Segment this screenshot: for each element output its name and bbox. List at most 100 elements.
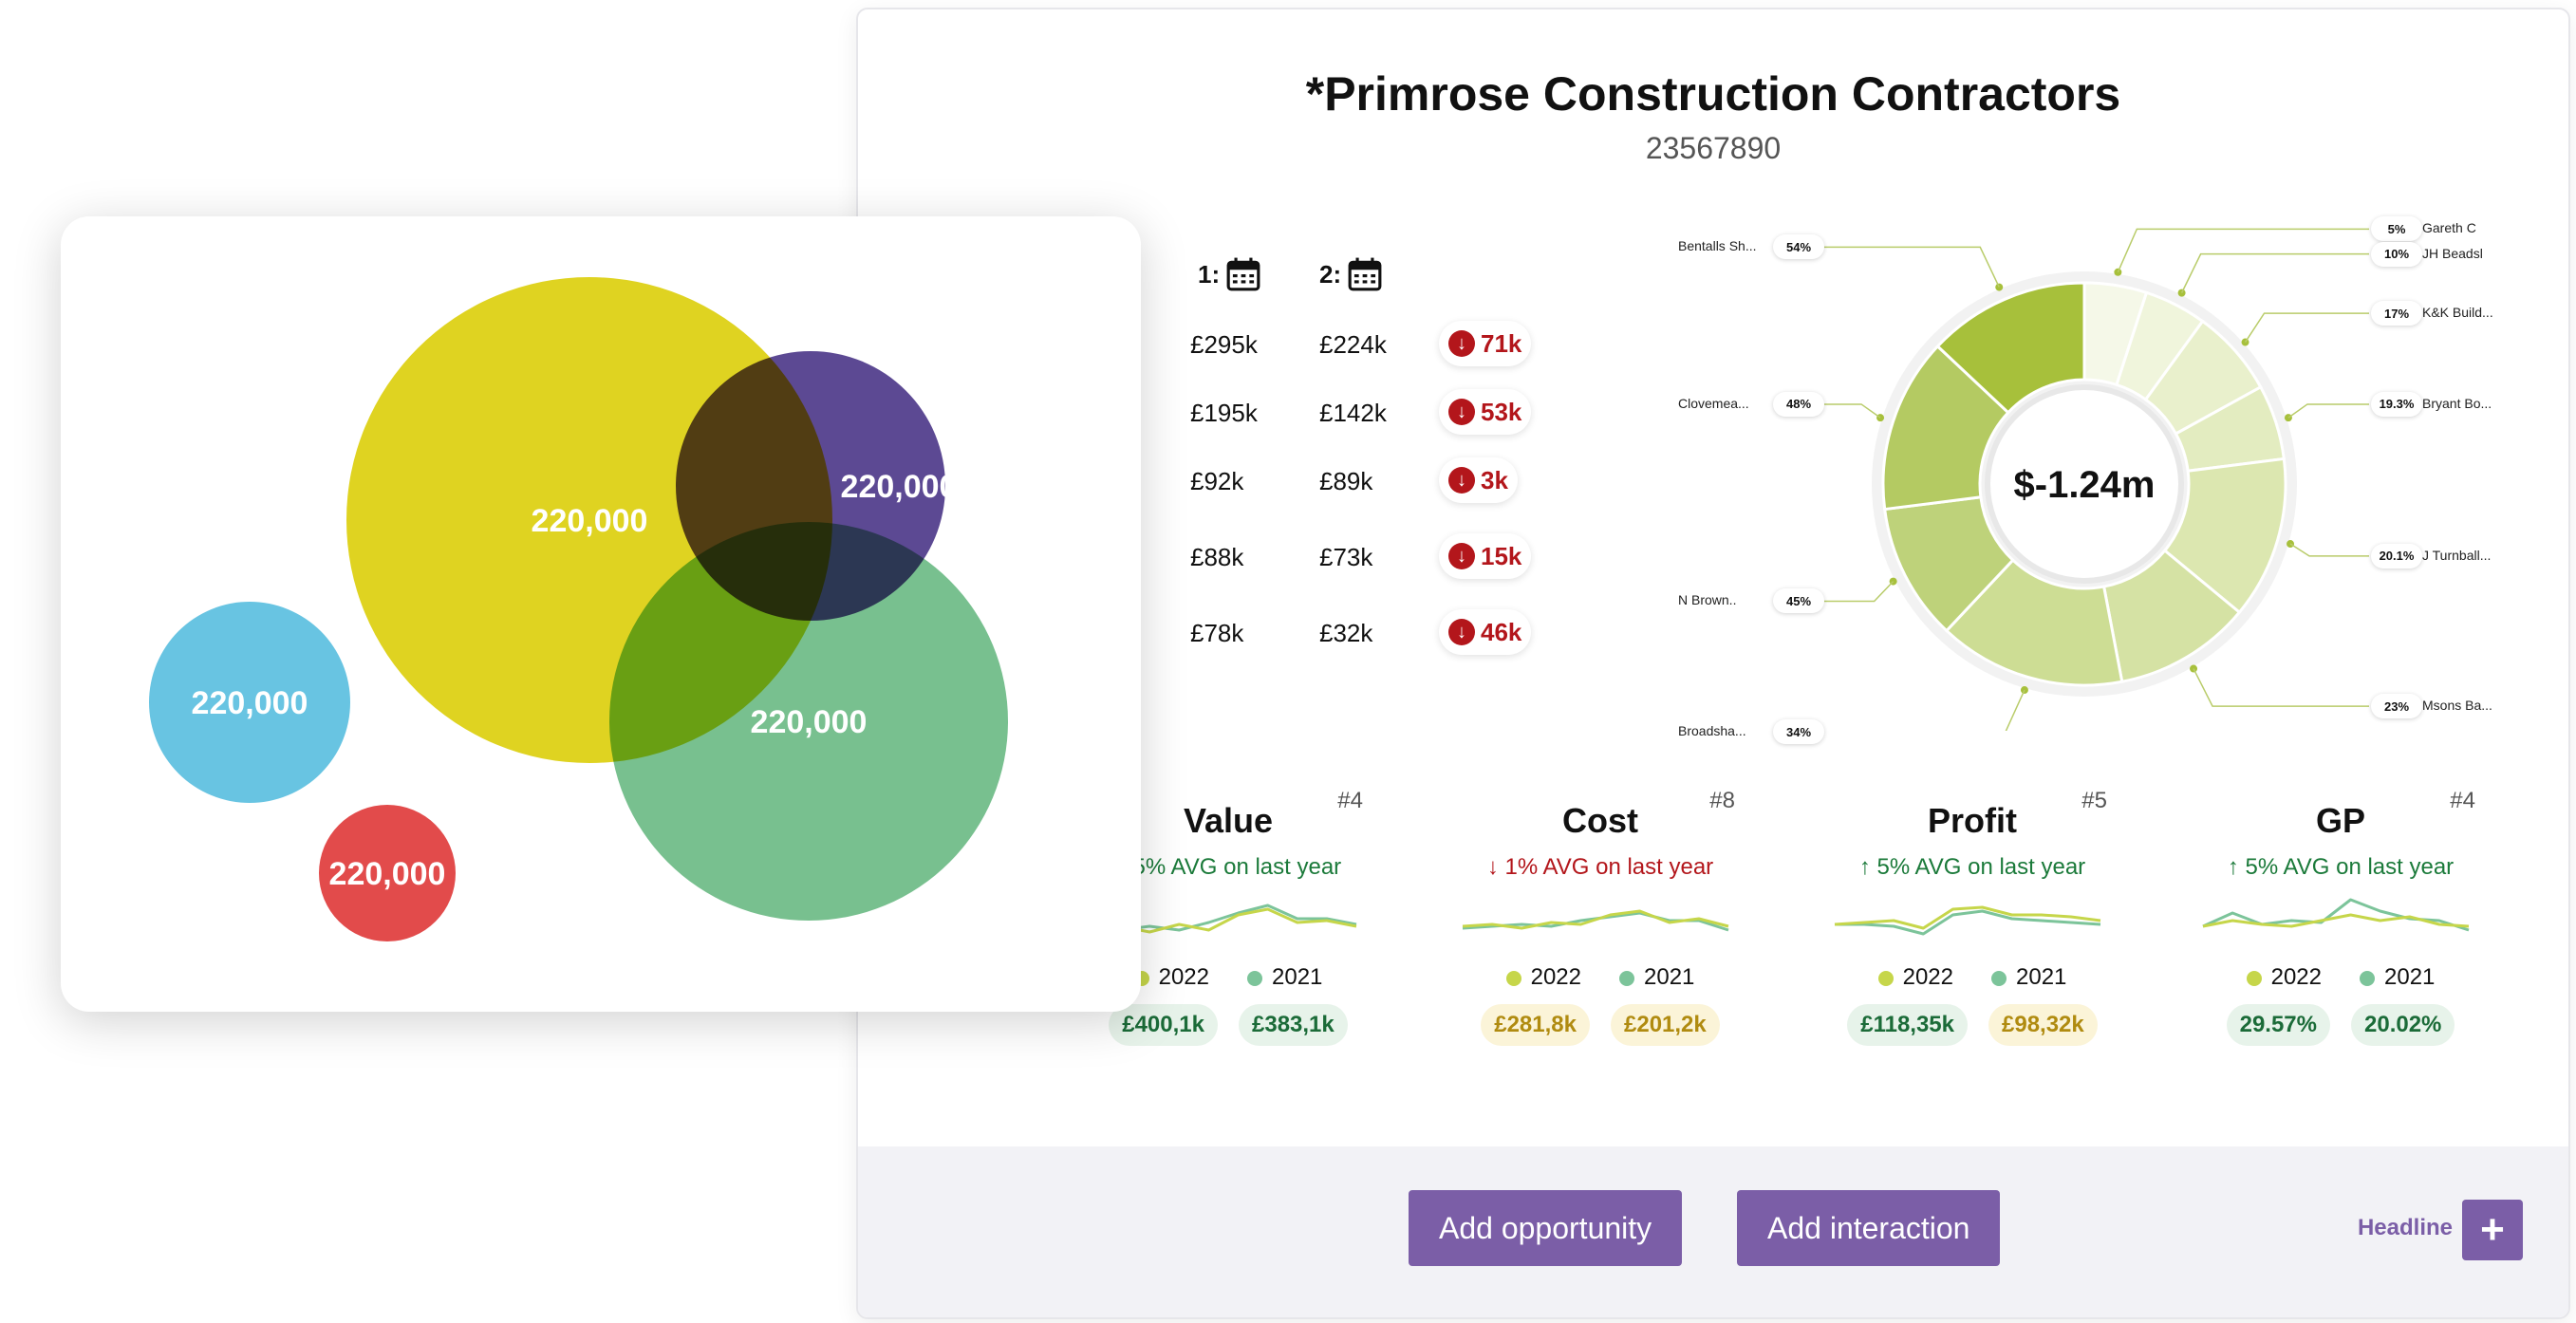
bubble-group xyxy=(149,277,1008,941)
legend-dot-2021 xyxy=(1247,970,1262,986)
period-2-value: £89k xyxy=(1319,467,1373,495)
add-opportunity-button[interactable]: Add opportunity xyxy=(1409,1190,1683,1266)
segment-label: N Brown.. xyxy=(1678,592,1737,608)
segment-label: Msons Ba... xyxy=(2422,698,2492,714)
sparkline-2021 xyxy=(1462,911,1729,932)
metric-legend: 2022 2021 xyxy=(1439,964,1762,991)
leader-dot xyxy=(2177,289,2186,297)
sparkline-2021 xyxy=(1835,909,2101,936)
value-2022: £400,1k xyxy=(1109,1004,1218,1046)
metric-trend: ↓ 1% AVG on last year xyxy=(1486,854,1714,880)
segment-label: Broadsha... xyxy=(1678,723,1746,739)
leader-line xyxy=(2244,312,2369,343)
period-1-value: £295k xyxy=(1190,330,1258,359)
segment-label: Clovemea... xyxy=(1678,395,1749,411)
sparkline-2022 xyxy=(1834,905,2101,930)
segment-label: K&K Build... xyxy=(2422,305,2493,321)
segment-percent: 19.3% xyxy=(2371,391,2422,417)
segment-percent: 23% xyxy=(2371,694,2422,719)
bubble-chart: 220,000 220,000 220,000 220,000 220,000 xyxy=(149,277,1008,941)
donut-segment[interactable] xyxy=(1935,281,2086,415)
segment-percent: 34% xyxy=(1773,719,1824,745)
segment-percent: 17% xyxy=(2371,301,2422,326)
period-2-header[interactable]: 2: xyxy=(1319,256,1383,292)
period-1-value: £195k xyxy=(1190,399,1258,427)
value-2022: £118,35k xyxy=(1847,1004,1968,1046)
value-2021: £98,32k xyxy=(1988,1004,2098,1046)
delta-value: 3k xyxy=(1481,465,1508,494)
bubble-label: 220,000 xyxy=(329,856,446,892)
segment-label: Bentalls Sh... xyxy=(1678,238,1757,254)
leader-line xyxy=(1819,403,1881,419)
value-2021: 20.02% xyxy=(2351,1004,2455,1046)
arrow-down-icon: ↓ xyxy=(1486,854,1505,880)
arrow-down-icon: ↓ xyxy=(1448,399,1475,425)
arrow-up-icon: ↑ xyxy=(2227,854,2246,880)
metric-values: £281,8k £201,2k xyxy=(1439,1004,1762,1046)
bubble-label: 220,000 xyxy=(192,685,308,721)
metric-rank: #4 xyxy=(1337,788,1363,813)
leader-line xyxy=(2193,668,2369,707)
leader-line xyxy=(1819,246,2000,288)
metric-rank: #5 xyxy=(2081,788,2107,813)
company-title: *Primrose Construction Contractors xyxy=(1305,67,2121,121)
arrow-down-icon: ↓ xyxy=(1448,543,1475,569)
metric-rank: #4 xyxy=(2450,788,2475,813)
delta-value: 15k xyxy=(1481,541,1522,570)
donut-segment[interactable] xyxy=(1944,558,2124,687)
legend-dot-2022 xyxy=(2246,970,2262,986)
action-footer: Add opportunity Add interaction Headline… xyxy=(858,1146,2568,1317)
metric-profit: #5 Profit ↑ 5% AVG on last year 2022 202… xyxy=(1811,788,2134,1063)
leader-line xyxy=(2117,228,2369,273)
metric-legend: 2022 2021 xyxy=(2179,964,2502,991)
sparkline-2022 xyxy=(1462,909,1729,930)
value-2022: £281,8k xyxy=(1481,1004,1590,1046)
sparkline xyxy=(1834,905,2101,936)
metric-cost: #8 Cost ↓ 1% AVG on last year 2022 2021 … xyxy=(1439,788,1762,1063)
metric-values: £118,35k £98,32k xyxy=(1811,1004,2134,1046)
bubble-label: 220,000 xyxy=(751,704,868,740)
period-2-value: £73k xyxy=(1319,543,1373,571)
legend-dot-2021 xyxy=(1991,970,2007,986)
segment-percent: 5% xyxy=(2371,216,2422,242)
metric-value: #4 Value ↑ 5% AVG on last year 2022 2021… xyxy=(1067,788,1390,1063)
arrow-down-icon: ↓ xyxy=(1448,467,1475,494)
period-1-value: £78k xyxy=(1190,619,1244,647)
delta-badge: ↓ 46k xyxy=(1439,609,1532,655)
delta-badge: ↓ 71k xyxy=(1439,321,1532,366)
bubble[interactable] xyxy=(149,602,350,803)
segment-percent: 48% xyxy=(1773,391,1824,417)
bubble[interactable] xyxy=(319,805,456,941)
metric-trend: ↑ 5% AVG on last year xyxy=(2227,854,2455,880)
donut-center xyxy=(1985,384,2184,584)
segment-label: JH Beadsl xyxy=(2422,245,2483,261)
delta-badge: ↓ 53k xyxy=(1439,389,1532,435)
metric-name: Value xyxy=(1183,801,1274,840)
sparkline xyxy=(2202,898,2470,932)
period-2-value: £32k xyxy=(1319,619,1373,647)
metric-legend: 2022 2021 xyxy=(1067,964,1390,991)
donut-chart: $-1.24m xyxy=(1819,228,2369,731)
period-1-value: £88k xyxy=(1190,543,1244,571)
company-number: 23567890 xyxy=(1645,131,1782,165)
period-1-header[interactable]: 1: xyxy=(1198,256,1261,292)
segment-percent: 54% xyxy=(1773,234,1824,260)
bubble-label: 220,000 xyxy=(841,469,958,505)
sparkline-2021 xyxy=(2202,898,2470,932)
period-2-value: £224k xyxy=(1319,330,1387,359)
headline-label[interactable]: Headline xyxy=(2357,1215,2453,1240)
period-2-value: £142k xyxy=(1319,399,1387,427)
calendar-icon xyxy=(1226,257,1260,291)
leader-line xyxy=(2287,403,2369,419)
add-interaction-button[interactable]: Add interaction xyxy=(1737,1190,2001,1266)
arrow-down-icon: ↓ xyxy=(1448,330,1475,357)
period-1-value: £92k xyxy=(1190,467,1244,495)
metric-rank: #8 xyxy=(1709,788,1735,813)
sparkline-2022 xyxy=(2202,913,2470,928)
leader-line xyxy=(2289,543,2369,557)
delta-badge: ↓ 3k xyxy=(1439,457,1518,503)
bubble[interactable] xyxy=(609,522,1008,921)
metric-values: £400,1k £383,1k xyxy=(1067,1004,1390,1046)
segment-label: Gareth C xyxy=(2422,220,2476,236)
plus-icon[interactable]: + xyxy=(2462,1200,2523,1260)
